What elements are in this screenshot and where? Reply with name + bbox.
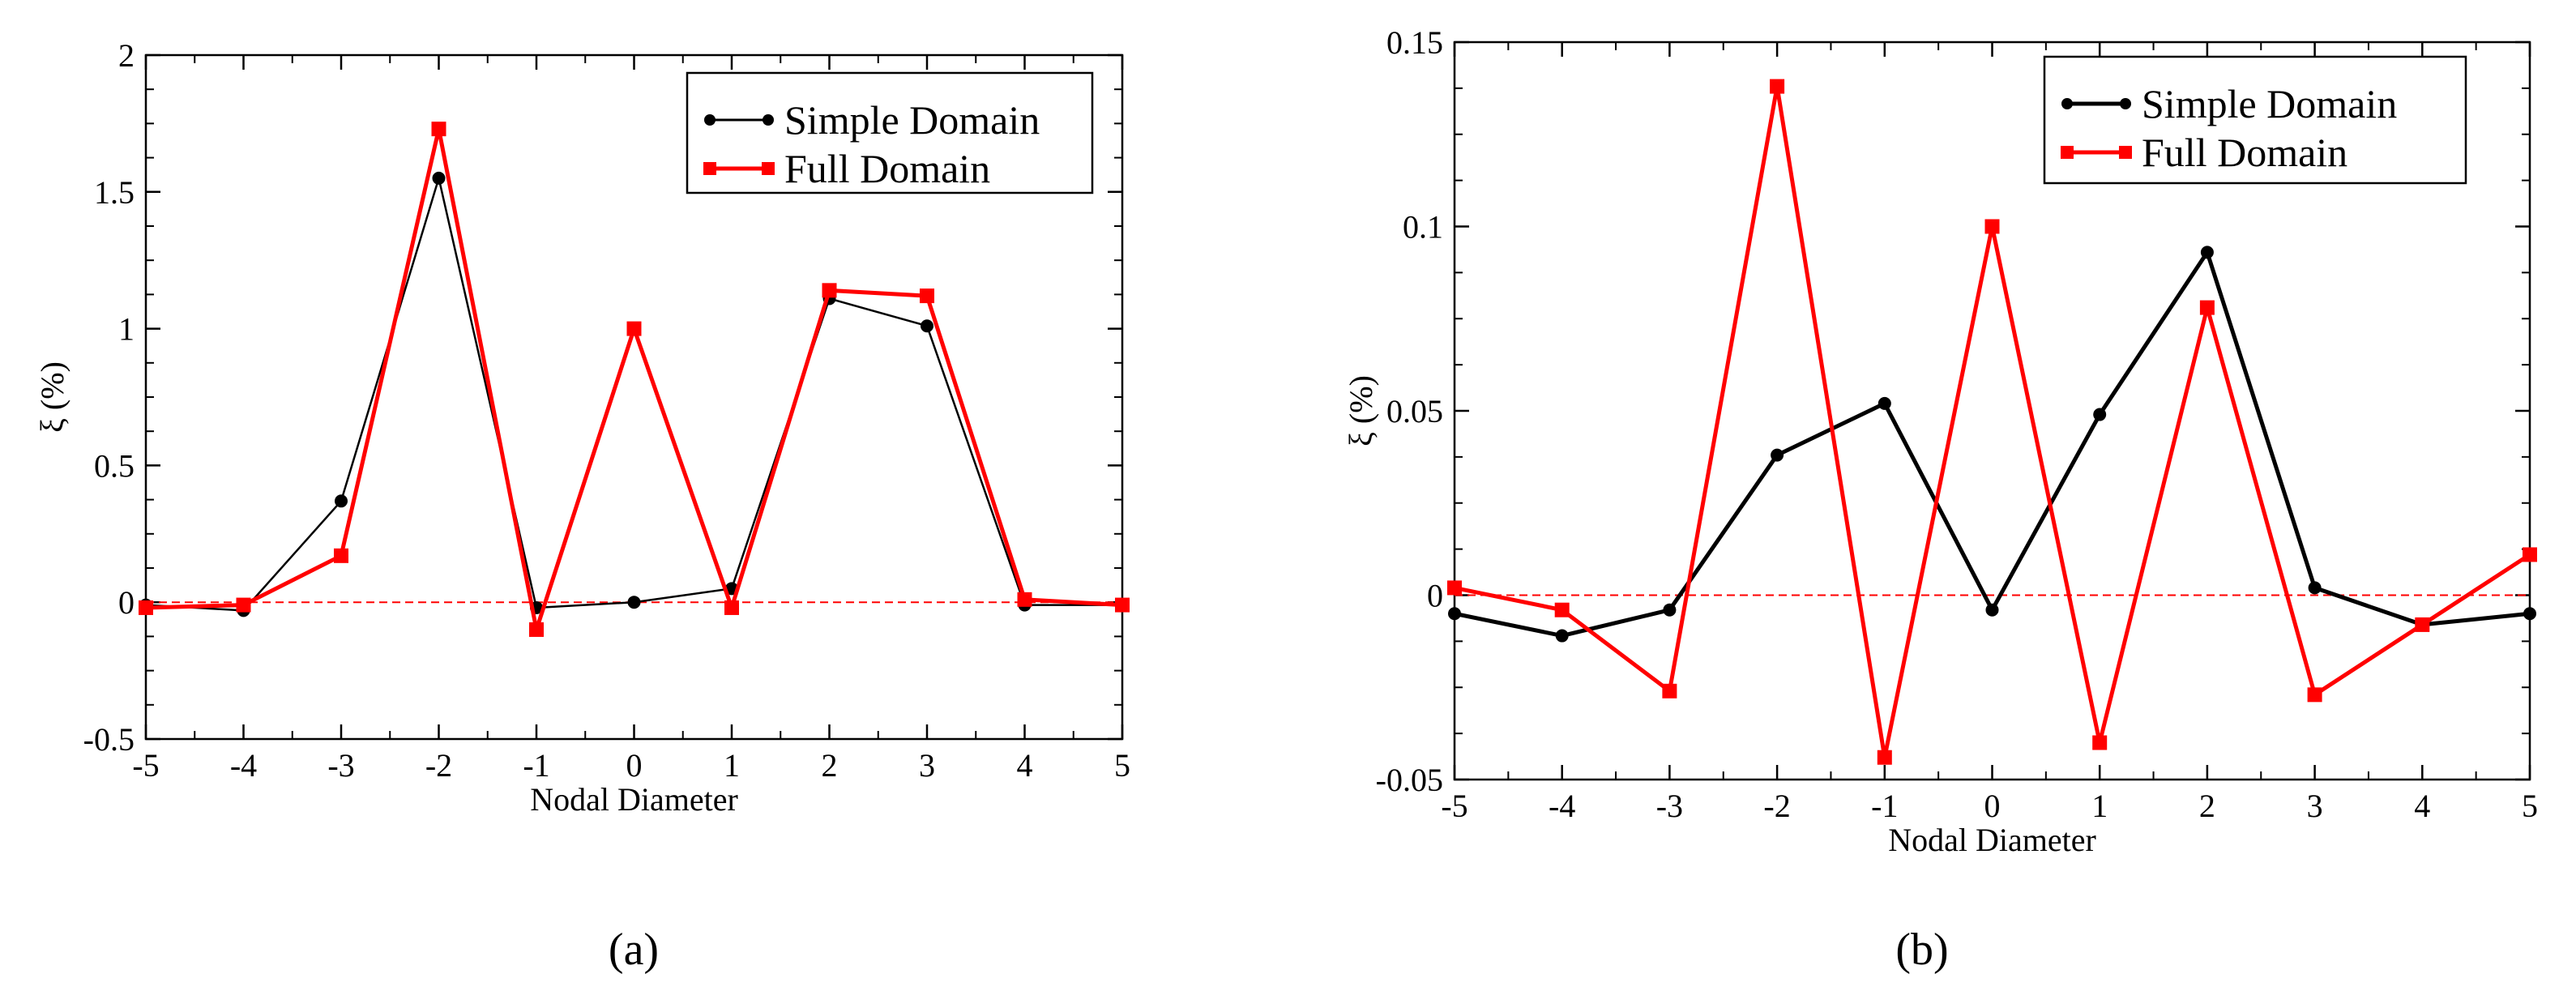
series-line-simple-domain <box>1454 250 2531 639</box>
x-tick-label: 3 <box>2307 788 2323 824</box>
data-point-full-domain <box>2307 687 2322 703</box>
data-point-simple-domain <box>627 596 641 609</box>
x-tick-label: 1 <box>2091 788 2108 824</box>
data-point-simple-domain <box>2523 607 2536 621</box>
data-point-simple-domain <box>1448 607 1461 621</box>
y-tick-label: 0 <box>1427 578 1443 614</box>
y-tick-label: -0.5 <box>83 721 135 758</box>
data-point-full-domain <box>626 321 642 336</box>
y-tick-label: -0.05 <box>1376 762 1443 798</box>
y-tick-label: 0.1 <box>1403 209 1443 246</box>
data-point-simple-domain <box>1555 629 1569 643</box>
x-tick-label: 3 <box>919 747 935 784</box>
legend-marker-square <box>2061 146 2074 159</box>
data-point-simple-domain <box>1985 603 1999 617</box>
y-tick-label: 1 <box>118 311 135 348</box>
data-point-full-domain <box>1115 597 1130 613</box>
legend-marker-square <box>703 162 716 175</box>
y-axis-label: ξ (%) <box>1343 375 1379 446</box>
legend-box <box>2043 55 2467 185</box>
x-tick-label: -3 <box>327 747 354 784</box>
data-point-simple-domain <box>1771 448 1784 462</box>
x-tick-label: -2 <box>1763 788 1790 824</box>
data-point-full-domain <box>1662 683 1677 699</box>
x-tick-label: -5 <box>1441 788 1467 824</box>
y-tick-label: 2 <box>118 37 135 74</box>
legend-marker-circle <box>704 114 716 126</box>
data-point-full-domain <box>920 288 934 304</box>
data-point-full-domain <box>1770 79 1785 94</box>
y-tick-label: 0.05 <box>1386 393 1443 429</box>
x-tick-label: 0 <box>626 747 643 784</box>
panel-label: (a) <box>609 925 659 975</box>
legend-label: Simple Domain <box>2142 81 2397 126</box>
x-tick-label: -4 <box>230 747 257 784</box>
data-point-simple-domain <box>1663 603 1677 617</box>
x-tick-label: 5 <box>1114 747 1130 784</box>
x-tick-label: 1 <box>724 747 740 784</box>
x-tick-label: -1 <box>523 747 549 784</box>
data-point-full-domain <box>2092 735 2108 750</box>
data-point-full-domain <box>139 600 153 615</box>
x-tick-label: -5 <box>132 747 159 784</box>
x-tick-label: -3 <box>1656 788 1683 824</box>
data-point-full-domain <box>2199 300 2215 315</box>
legend-label: Simple Domain <box>784 97 1040 143</box>
data-point-simple-domain <box>335 494 348 508</box>
data-point-full-domain <box>1554 602 1570 617</box>
y-axis-label: ξ (%) <box>34 361 70 433</box>
data-point-full-domain <box>1877 750 1892 765</box>
y-tick-label: 1.5 <box>94 174 135 211</box>
data-point-full-domain <box>1447 580 1462 596</box>
x-tick-label: 5 <box>2522 788 2538 824</box>
data-point-full-domain <box>431 122 446 137</box>
y-tick-label: 0.15 <box>1386 24 1443 61</box>
legend-label: Full Domain <box>784 146 990 191</box>
data-point-full-domain <box>2415 617 2430 632</box>
y-tick-label: 0.5 <box>94 447 135 484</box>
x-tick-label: 4 <box>1017 747 1033 784</box>
data-point-full-domain <box>529 622 544 637</box>
data-point-simple-domain <box>432 171 446 185</box>
data-point-full-domain <box>724 600 739 615</box>
x-axis-label: Nodal Diameter <box>530 781 738 818</box>
x-tick-label: 4 <box>2414 788 2430 824</box>
data-point-full-domain <box>236 597 251 613</box>
legend-marker-circle <box>2061 98 2073 109</box>
x-tick-label: 2 <box>2199 788 2215 824</box>
panel-label: (b) <box>1895 925 1948 975</box>
series-line-full-domain <box>1454 84 2531 760</box>
x-tick-label: -4 <box>1549 788 1575 824</box>
y-tick-label: 0 <box>118 584 135 621</box>
data-point-simple-domain <box>2093 408 2107 421</box>
legend-box <box>686 71 1094 194</box>
data-point-simple-domain <box>2200 246 2214 259</box>
x-tick-label: 2 <box>822 747 838 784</box>
chart-panel-a: -5 -4 -3 -2 -1 0 1 2 3 4 5 -0.5 0 0.5 1 1.5 2 Nodal Diame… <box>34 37 1130 975</box>
x-tick-label: -2 <box>425 747 452 784</box>
series-line-simple-domain <box>145 177 1122 612</box>
legend-marker-circle <box>2120 98 2131 109</box>
data-point-full-domain <box>1017 592 1032 607</box>
legend-marker-square <box>2119 146 2132 159</box>
data-point-full-domain <box>2523 547 2537 562</box>
chart-panel-b: -5 -4 -3 -2 -1 0 1 2 3 4 5 -0.05 0 0.05 0.1 0.15 Nodal D… <box>1343 24 2538 975</box>
data-point-full-domain <box>822 283 837 298</box>
data-point-simple-domain <box>1878 396 1891 410</box>
data-point-full-domain <box>1984 219 2000 234</box>
data-point-simple-domain <box>921 319 933 333</box>
legend-marker-circle <box>763 114 774 126</box>
x-axis-label: Nodal Diameter <box>1888 822 2096 858</box>
legend-label: Full Domain <box>2142 130 2347 175</box>
x-tick-label: 0 <box>1984 788 2001 824</box>
data-point-simple-domain <box>2308 581 2322 595</box>
x-tick-label: -1 <box>1871 788 1898 824</box>
legend-marker-square <box>762 162 775 175</box>
data-point-full-domain <box>334 548 348 563</box>
